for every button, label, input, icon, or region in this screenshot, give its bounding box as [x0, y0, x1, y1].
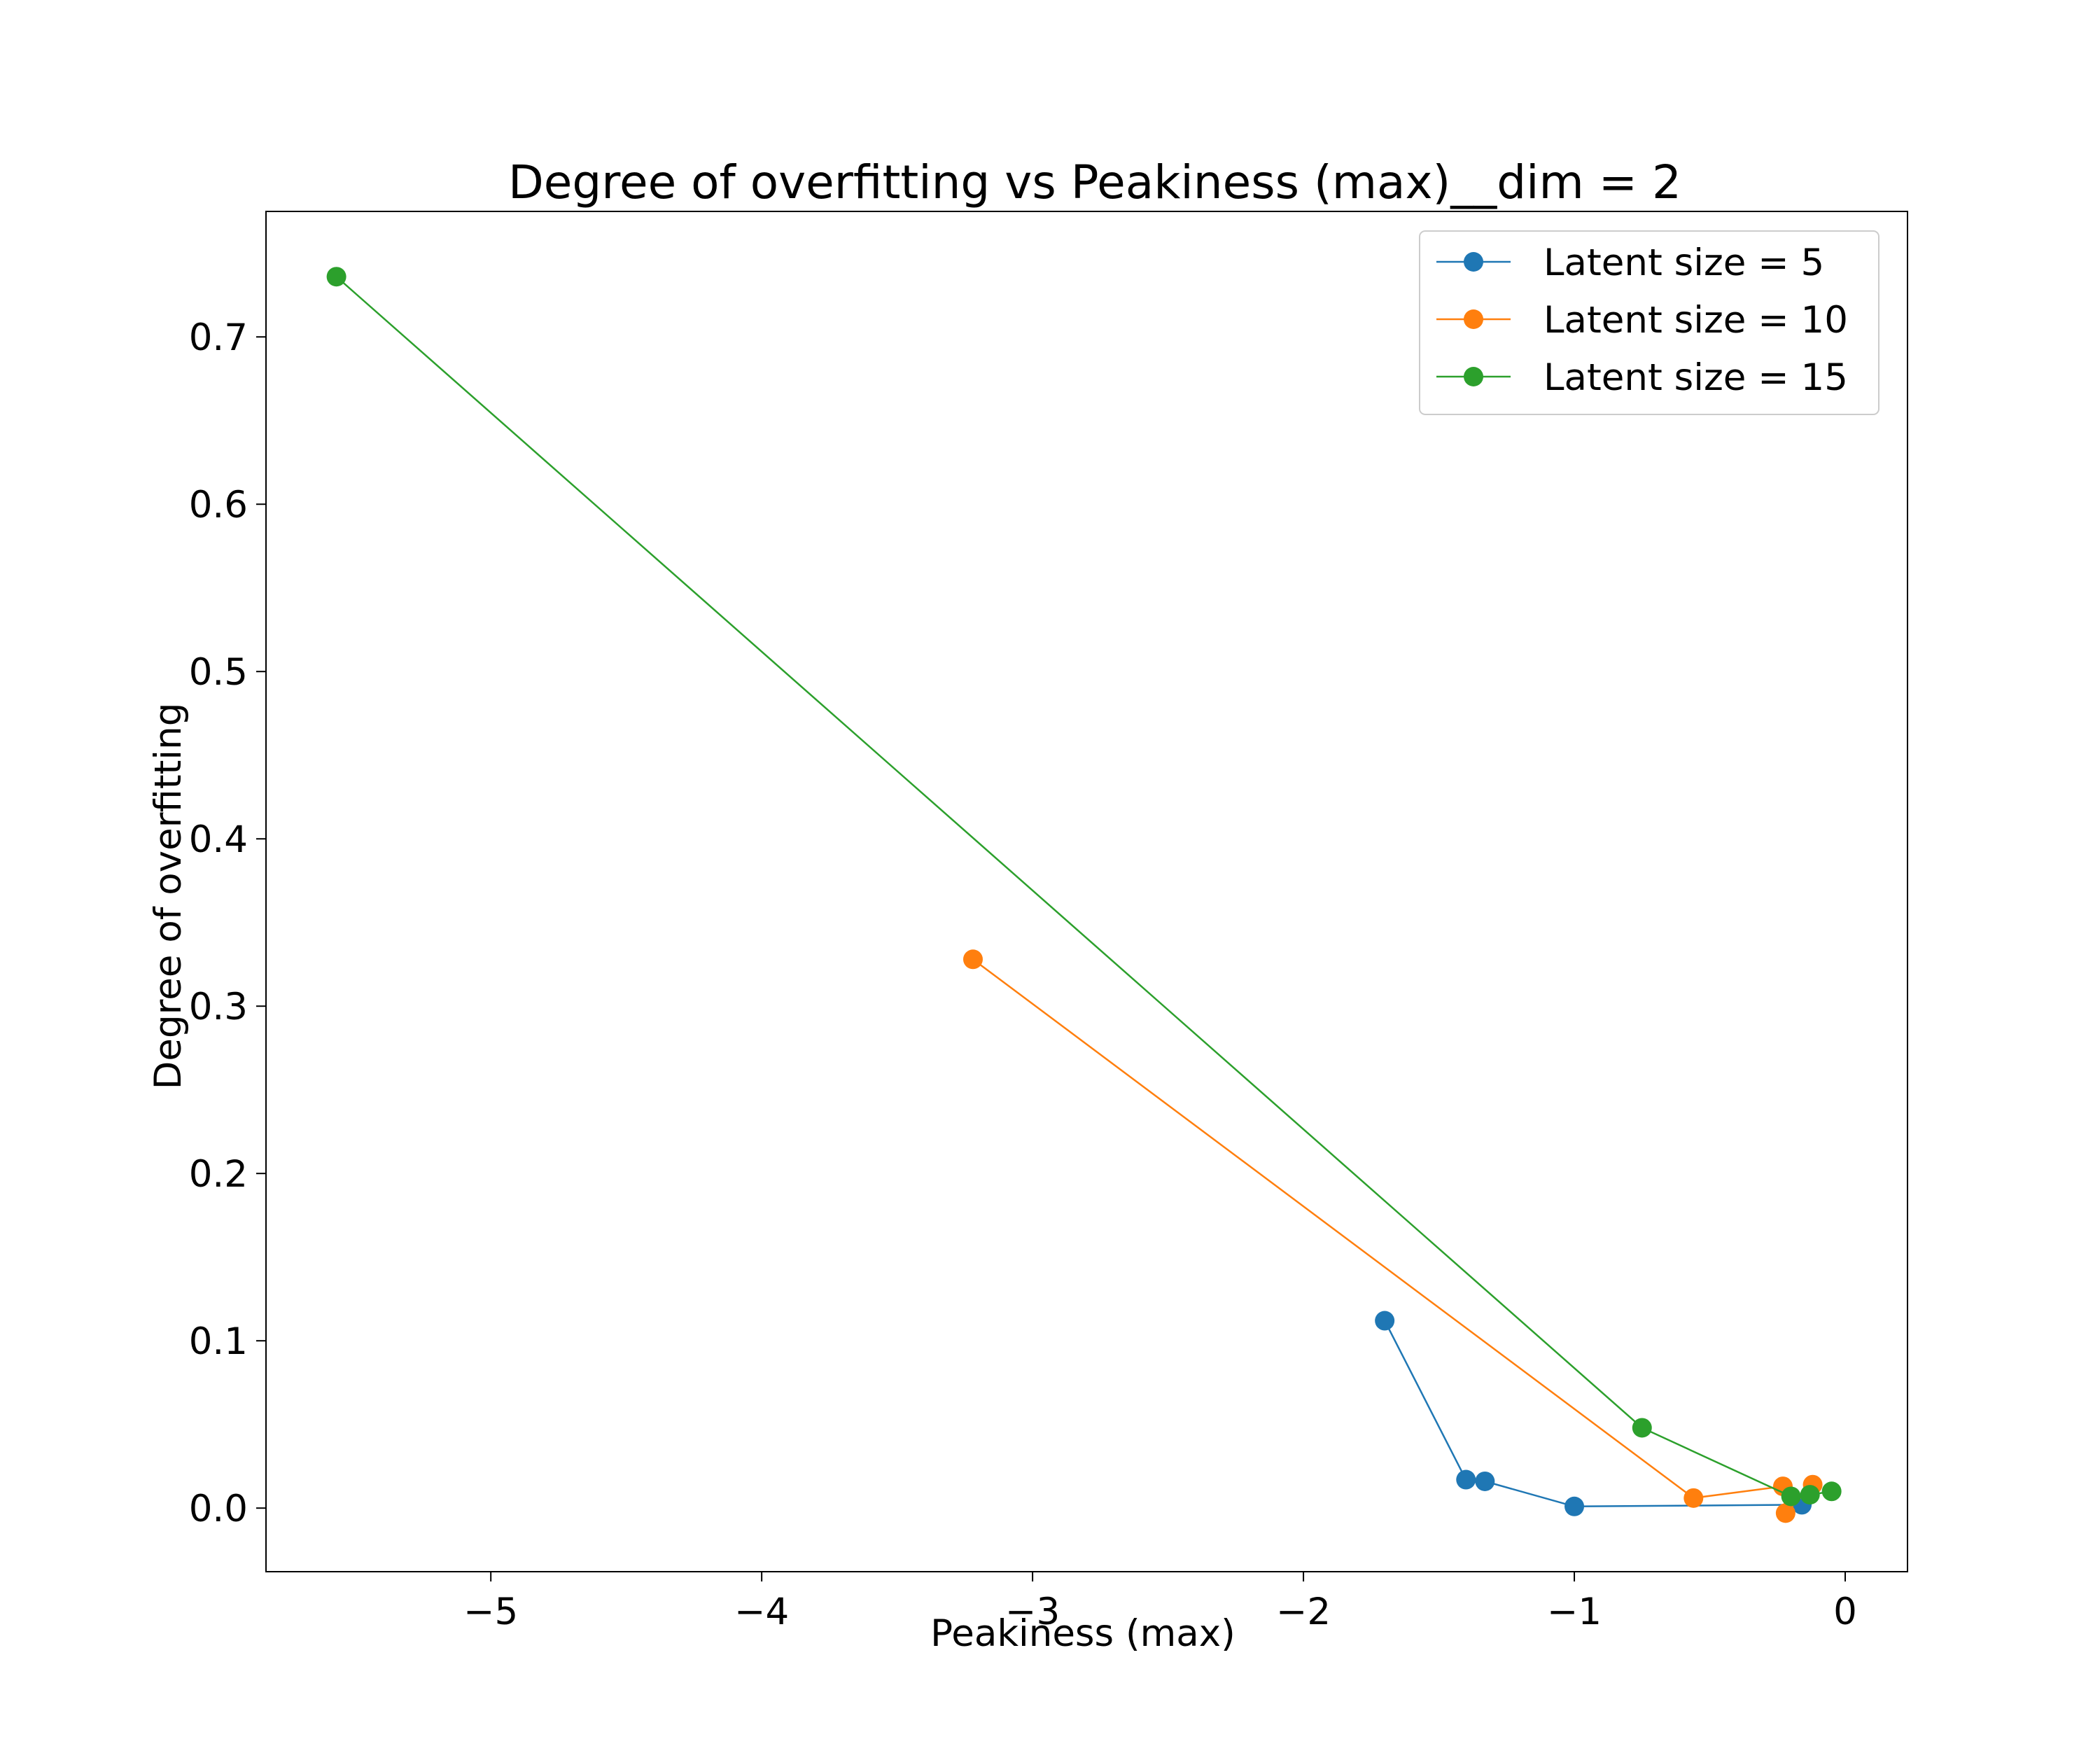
legend-marker: [1464, 309, 1483, 329]
y-tick-label: 0.0: [189, 1488, 248, 1530]
y-tick-label: 0.2: [189, 1153, 248, 1196]
chart-title: Degree of overfitting vs Peakiness (max)…: [508, 155, 1681, 209]
data-point: [1475, 1471, 1495, 1491]
legend-label: Latent size = 5: [1544, 242, 1824, 284]
y-tick-label: 0.1: [189, 1320, 248, 1363]
legend-label: Latent size = 15: [1544, 356, 1848, 399]
data-point: [1781, 1486, 1801, 1507]
y-tick-label: 0.3: [189, 986, 248, 1028]
legend-marker: [1464, 252, 1483, 272]
x-tick-label: 0: [1833, 1591, 1857, 1633]
x-tick-label: −1: [1547, 1591, 1602, 1633]
data-point: [1684, 1488, 1704, 1508]
plot-area-frame: [265, 211, 1908, 1572]
data-point: [1564, 1496, 1585, 1516]
series-group: [326, 267, 1842, 1507]
legend-label: Latent size = 10: [1544, 299, 1848, 342]
legend-marker: [1464, 367, 1483, 386]
data-point: [1775, 1503, 1795, 1523]
data-point: [1800, 1485, 1820, 1505]
y-tick-label: 0.6: [189, 484, 248, 526]
x-tick-label: −3: [1005, 1591, 1060, 1633]
x-axis-label: Peakiness (max): [930, 1612, 1236, 1655]
legend: Latent size = 5 Latent size = 10 Latent si…: [1419, 230, 1879, 415]
data-point: [1632, 1418, 1652, 1438]
data-point: [962, 949, 983, 970]
data-point: [1375, 1311, 1395, 1331]
y-tick-label: 0.7: [189, 316, 248, 359]
axes-ticks: −5 −4 −3 −2 −1 0 0.0 0.1 0.2 0.3 0.4 0.5 0.6 0.7: [189, 316, 1857, 1633]
data-point: [1821, 1481, 1842, 1502]
x-tick-label: −5: [463, 1591, 518, 1633]
legend-box: [1419, 230, 1879, 415]
x-tick-label: −2: [1276, 1591, 1331, 1633]
y-tick-label: 0.5: [189, 651, 248, 694]
y-axis-label: Degree of overfitting: [147, 703, 190, 1090]
x-tick-label: −4: [734, 1591, 789, 1633]
plot-series: [326, 267, 1842, 1523]
data-point: [326, 267, 346, 287]
y-tick-label: 0.4: [189, 818, 248, 861]
series-group: [1375, 1311, 1812, 1516]
data-point: [1456, 1469, 1476, 1490]
